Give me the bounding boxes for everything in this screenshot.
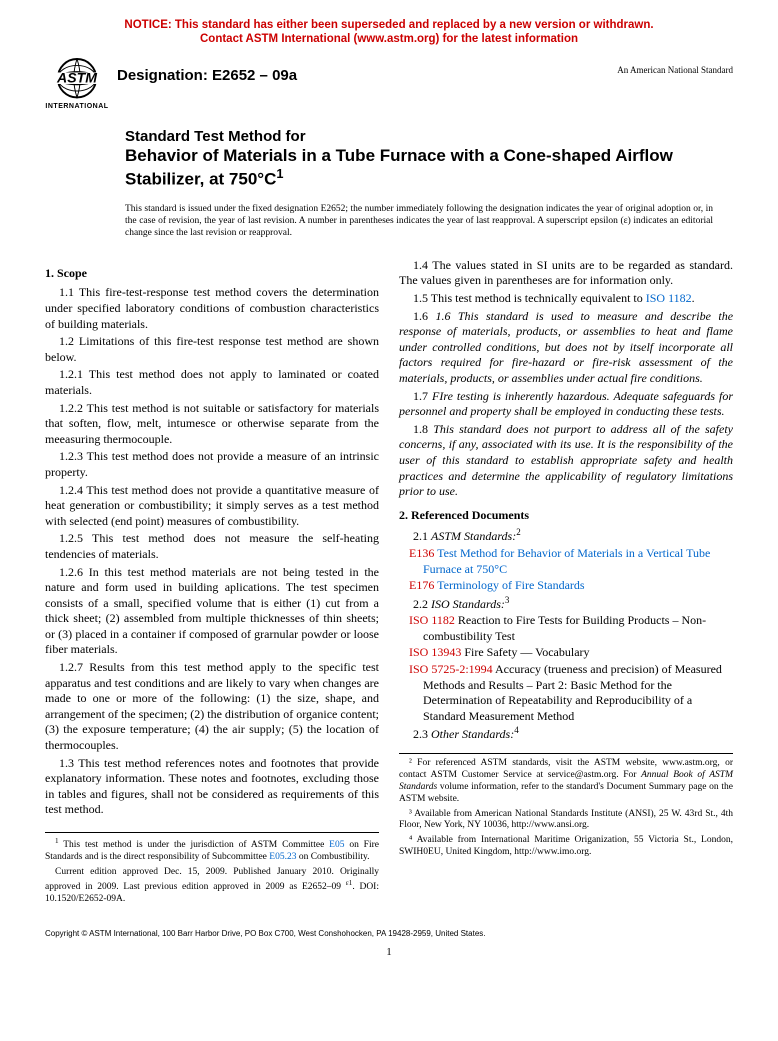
title-block: Standard Test Method for Behavior of Mat… bbox=[125, 128, 733, 190]
p-1-8: 1.8 This standard does not purport to ad… bbox=[399, 422, 733, 500]
ref-e176: E176 Terminology of Fire Standards bbox=[399, 578, 733, 594]
p-1-2-1: 1.2.1 This test method does not apply to… bbox=[45, 367, 379, 398]
footnotes-right: ² For referenced ASTM standards, visit t… bbox=[399, 753, 733, 859]
ref-e136: E136 Test Method for Behavior of Materia… bbox=[399, 546, 733, 577]
footnote-4: ⁴ Available from International Maritime … bbox=[399, 835, 733, 859]
notice-line2: Contact ASTM International (www.astm.org… bbox=[200, 33, 578, 45]
notice-banner: NOTICE: This standard has either been su… bbox=[45, 18, 733, 47]
designation-prefix: Designation: bbox=[117, 67, 212, 84]
footnote-2: ² For referenced ASTM standards, visit t… bbox=[399, 758, 733, 806]
scope-head: 1. Scope bbox=[45, 266, 379, 282]
copyright-line: Copyright © ASTM International, 100 Barr… bbox=[45, 929, 733, 938]
svg-text:ASTM: ASTM bbox=[56, 69, 97, 85]
p-2-2: 2.2 ISO Standards:3 bbox=[399, 595, 733, 613]
p-2-1: 2.1 ASTM Standards:2 bbox=[399, 527, 733, 545]
page-container: NOTICE: This standard has either been su… bbox=[0, 0, 778, 978]
designation-code: E2652 – 09a bbox=[212, 67, 297, 84]
title-main: Behavior of Materials in a Tube Furnace … bbox=[125, 146, 733, 190]
p-1-7: 1.7 FIre testing is inherently hazardous… bbox=[399, 389, 733, 420]
p-1-2-3: 1.2.3 This test method does not provide … bbox=[45, 449, 379, 480]
p-1-2-2: 1.2.2 This test method is not suitable o… bbox=[45, 401, 379, 448]
p-2-3: 2.3 Other Standards:4 bbox=[399, 725, 733, 743]
p-1-2-4: 1.2.4 This test method does not provide … bbox=[45, 483, 379, 530]
designation: Designation: E2652 – 09a bbox=[117, 57, 617, 84]
p-1-2-5: 1.2.5 This test method does not measure … bbox=[45, 531, 379, 562]
refs-head: 2. Referenced Documents bbox=[399, 508, 733, 524]
ref-iso5725: ISO 5725-2:1994 Accuracy (trueness and p… bbox=[399, 662, 733, 724]
p-1-2: 1.2 Limitations of this fire-test respon… bbox=[45, 334, 379, 365]
footnote-1: 1 This test method is under the jurisdic… bbox=[45, 837, 379, 864]
notice-line1: NOTICE: This standard has either been su… bbox=[124, 19, 653, 31]
title-prefix: Standard Test Method for bbox=[125, 128, 733, 146]
ansi-label: An American National Standard bbox=[617, 57, 733, 75]
ref-iso13943: ISO 13943 Fire Safety — Vocabulary bbox=[399, 645, 733, 661]
footnote-3: ³ Available from American National Stand… bbox=[399, 809, 733, 833]
header-row: ASTM INTERNATIONAL Designation: E2652 – … bbox=[45, 57, 733, 110]
issuance-note: This standard is issued under the fixed … bbox=[125, 204, 713, 240]
page-number: 1 bbox=[45, 946, 733, 958]
p-1-5: 1.5 This test method is technically equi… bbox=[399, 291, 733, 307]
p-1-4: 1.4 The values stated in SI units are to… bbox=[399, 258, 733, 289]
p-1-2-7: 1.2.7 Results from this test method appl… bbox=[45, 660, 379, 754]
body-columns: 1. Scope 1.1 This fire-test-response tes… bbox=[45, 258, 733, 909]
astm-logo: ASTM INTERNATIONAL bbox=[45, 57, 109, 110]
p-1-2-6: 1.2.6 In this test method materials are … bbox=[45, 565, 379, 659]
p-1-6: 1.6 1.6 This standard is used to measure… bbox=[399, 309, 733, 387]
footnotes-left: 1 This test method is under the jurisdic… bbox=[45, 832, 379, 906]
footnote-1b: Current edition approved Dec. 15, 2009. … bbox=[45, 867, 379, 906]
p-1-3: 1.3 This test method references notes an… bbox=[45, 756, 379, 818]
ref-iso1182: ISO 1182 Reaction to Fire Tests for Buil… bbox=[399, 613, 733, 644]
logo-caption: INTERNATIONAL bbox=[45, 103, 109, 110]
p-1-1: 1.1 This fire-test-response test method … bbox=[45, 285, 379, 332]
